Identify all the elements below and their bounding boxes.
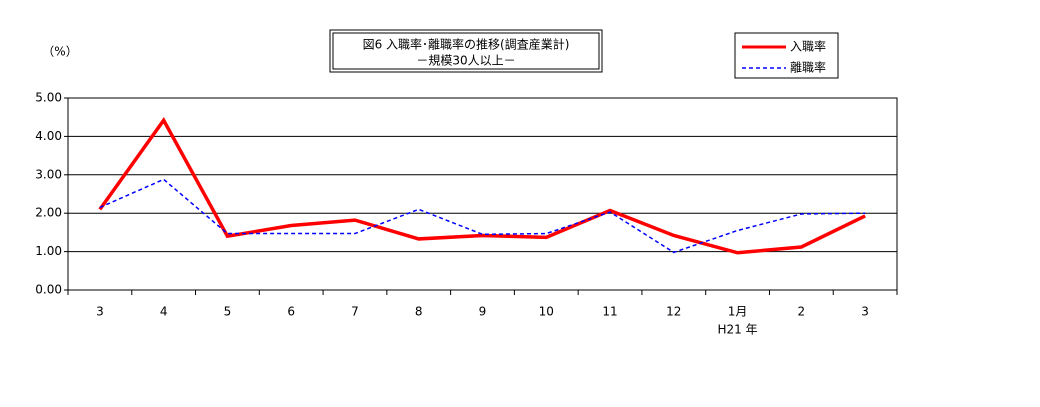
y-tick-label: 4.00	[35, 129, 62, 143]
legend-label: 離職率	[790, 60, 826, 75]
x-tick-label: 6	[287, 305, 295, 319]
x-tick-label: 5	[224, 305, 232, 319]
chart-subtitle: －規模30人以上－	[416, 53, 515, 68]
y-tick-label: 0.00	[35, 283, 62, 297]
x-tick-label: 4	[160, 305, 168, 319]
legend-label: 入職率	[790, 39, 826, 54]
x-tick-label: 8	[415, 305, 423, 319]
chart-title: 図6 入職率･離職率の推移(調査産業計)	[363, 37, 570, 52]
x-tick-label: 3	[861, 305, 869, 319]
y-axis-label: （%）	[42, 45, 77, 59]
x-tick-label: 11	[602, 305, 617, 319]
x-tick-label: 3	[96, 305, 104, 319]
title-box	[329, 29, 603, 73]
x-tick-label: 1月	[728, 305, 748, 319]
annotation: H21 年	[718, 323, 758, 337]
y-tick-label: 1.00	[35, 244, 62, 258]
legend	[734, 32, 839, 79]
x-tick-label: 7	[351, 305, 359, 319]
x-tick-label: 9	[479, 305, 487, 319]
plot-area	[67, 97, 898, 291]
series-line	[98, 116, 866, 255]
x-tick-label: 2	[798, 305, 806, 319]
y-tick-label: 2.00	[35, 206, 62, 220]
x-tick-label: 12	[666, 305, 681, 319]
y-tick-label: 5.00	[35, 91, 62, 105]
title-box-inner	[332, 32, 600, 70]
x-tick-label: 10	[539, 305, 554, 319]
y-tick-label: 3.00	[35, 167, 62, 181]
